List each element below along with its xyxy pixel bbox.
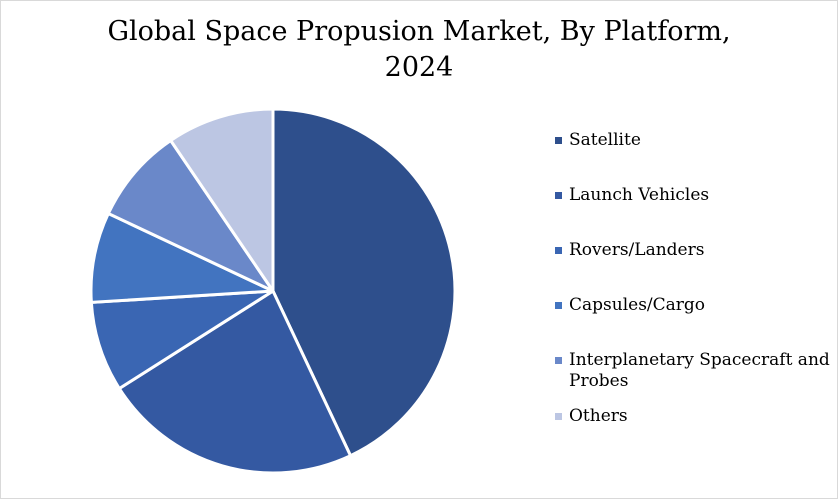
chart-title-line-2: 2024 — [384, 52, 454, 83]
pie-slice-rovers-landers — [89, 289, 275, 391]
legend-item-rovers-landers: Rovers/Landers — [555, 240, 835, 261]
legend-swatch-interplanetary-spacecraft-and-probes — [555, 357, 562, 364]
pie-slice-satellite — [271, 107, 457, 458]
legend-swatch-rovers-landers — [555, 247, 562, 254]
legend-swatch-capsules-cargo — [555, 302, 562, 309]
pie-slice-launch-vehicles — [117, 289, 352, 475]
legend-label-others: Others — [569, 406, 628, 426]
legend-item-launch-vehicles: Launch Vehicles — [555, 185, 835, 206]
pie-slice-interplanetary-spacecraft-and-probes — [106, 138, 275, 293]
legend-item-capsules-cargo: Capsules/Cargo — [555, 295, 835, 316]
legend-label-satellite: Satellite — [569, 130, 641, 150]
legend-swatch-satellite — [555, 137, 562, 144]
legend-swatch-others — [555, 413, 562, 420]
pie-slice-capsules-cargo — [89, 212, 275, 304]
chart-title: Global Space Propusion Market, By Platfo… — [0, 14, 838, 86]
legend-item-interplanetary-spacecraft-and-probes: Interplanetary Spacecraft and Probes — [555, 350, 835, 392]
legend-label-capsules-cargo: Capsules/Cargo — [569, 295, 706, 315]
legend-label-launch-vehicles: Launch Vehicles — [569, 185, 710, 205]
legend-label-interplanetary-spacecraft-and-probes: Interplanetary Spacecraft and Probes — [569, 350, 830, 391]
pie-slice-others — [169, 107, 275, 293]
legend-item-others: Others — [555, 406, 835, 427]
pie-slices — [89, 107, 457, 475]
legend-item-satellite: Satellite — [555, 130, 835, 151]
chart-title-line-1: Global Space Propusion Market, By Platfo… — [107, 16, 731, 47]
legend-label-rovers-landers: Rovers/Landers — [569, 240, 705, 260]
legend-swatch-launch-vehicles — [555, 192, 562, 199]
